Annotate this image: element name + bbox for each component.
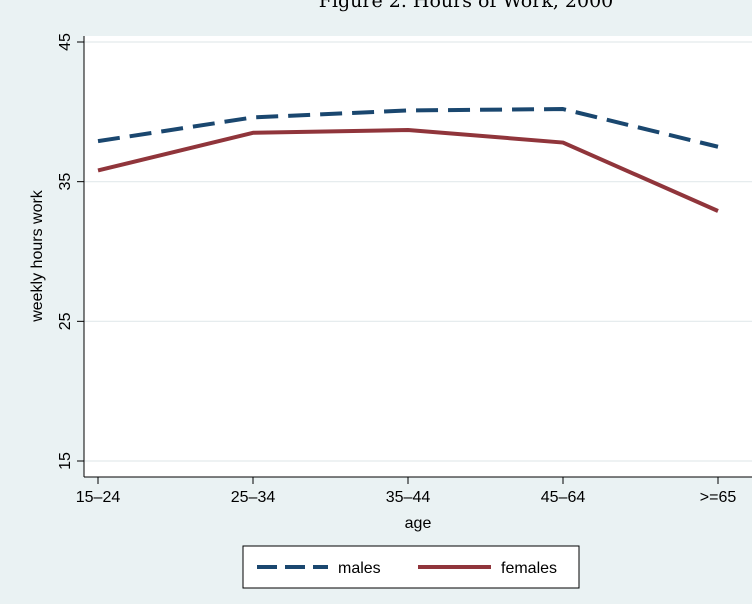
data-point-males — [251, 115, 255, 119]
legend: males females — [242, 545, 580, 589]
series-lines — [96, 107, 720, 213]
series-line-females — [97, 127, 719, 213]
x-tick-label: >=65 — [700, 489, 737, 506]
data-point-females — [251, 131, 255, 135]
x-tick-label: 25–34 — [231, 489, 276, 506]
legend-label-females: females — [501, 560, 557, 577]
y-ticks: 15 25 35 45 — [57, 33, 84, 470]
y-tick-label: 15 — [57, 452, 74, 470]
y-tick-label: 45 — [57, 33, 74, 51]
data-point-females — [716, 209, 720, 213]
data-point-females — [406, 128, 410, 132]
legend-label-males: males — [338, 560, 381, 577]
x-axis-label: age — [405, 515, 432, 532]
x-ticks: 15–24 25–34 35–44 45–64 >=65 — [76, 477, 737, 506]
x-tick-label: 15–24 — [76, 489, 121, 506]
data-point-males — [406, 108, 410, 112]
y-axis-label: weekly hours work — [29, 189, 46, 323]
data-point-males — [96, 139, 100, 143]
x-tick-label: 45–64 — [541, 489, 586, 506]
y-tick-label: 35 — [57, 173, 74, 191]
x-tick-label: 35–44 — [386, 489, 431, 506]
grid-lines — [84, 41, 752, 462]
legend-box — [242, 545, 580, 589]
data-point-males — [716, 145, 720, 149]
chart-title: Figure 2. Hours of Work, 2000 — [319, 0, 614, 12]
plot-area — [84, 36, 752, 477]
data-point-females — [561, 141, 565, 145]
data-point-females — [96, 168, 100, 172]
data-point-males — [561, 107, 565, 111]
y-tick-label: 25 — [57, 312, 74, 330]
series-line-males — [97, 107, 719, 149]
